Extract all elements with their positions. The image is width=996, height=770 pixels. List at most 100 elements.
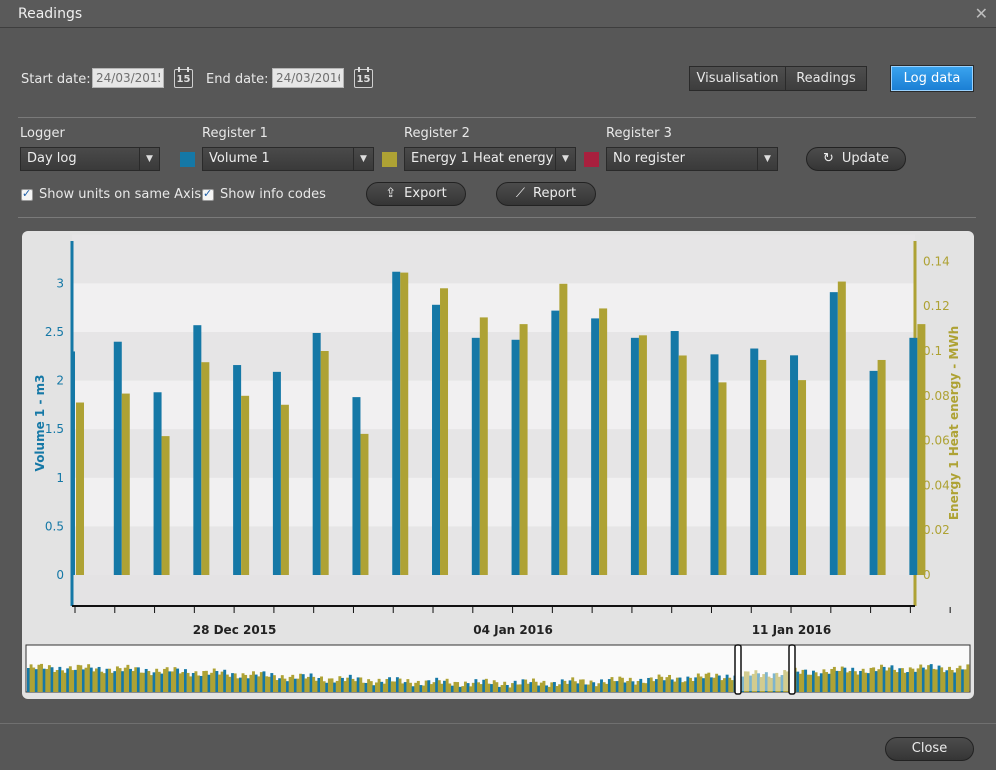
y-right-tick-label: 0.08: [923, 389, 950, 403]
navigator-bar: [932, 668, 936, 692]
tab-log-data[interactable]: Log data: [891, 66, 973, 91]
register-3-value: No register: [613, 151, 685, 166]
chevron-down-icon: ▼: [555, 148, 575, 170]
bar-energy: [638, 335, 647, 575]
navigator-bar: [118, 668, 122, 692]
navigator-bar: [87, 664, 91, 692]
navigator-bar: [482, 679, 486, 692]
navigator-bar: [367, 679, 371, 692]
bar-energy: [76, 402, 84, 575]
navigator-bar: [524, 679, 528, 692]
navigator-bar: [513, 680, 517, 692]
navigator-bar: [306, 676, 310, 692]
navigator-bar: [764, 672, 768, 692]
update-button[interactable]: ↻ Update: [806, 147, 906, 171]
navigator-bar: [573, 681, 577, 692]
navigator-bar: [890, 665, 894, 692]
navigator-bar: [953, 672, 957, 692]
navigator-right-handle[interactable]: [788, 644, 796, 695]
register-2-select[interactable]: Energy 1 Heat energy ▼: [404, 147, 576, 171]
navigator-bar: [689, 677, 692, 692]
bar-volume: [511, 339, 520, 575]
tab-visualisation[interactable]: Visualisation: [689, 66, 786, 91]
register-2-value: Energy 1 Heat energy: [411, 151, 554, 166]
navigator-bar: [846, 672, 849, 692]
tab-readings[interactable]: Readings: [785, 66, 867, 91]
navigator-bar: [762, 674, 766, 692]
grid-band: [72, 429, 915, 478]
navigator-bar: [566, 683, 569, 692]
navigator-bar: [301, 674, 305, 692]
navigator-bar: [571, 677, 575, 692]
navigator-bar: [440, 683, 444, 692]
navigator-bar: [558, 684, 562, 692]
navigator-bar: [479, 684, 483, 692]
navigator-bar: [84, 667, 88, 692]
logger-select[interactable]: Day log ▼: [20, 147, 160, 171]
refresh-icon: ↻: [823, 151, 834, 166]
x-tick-label: 11 Jan 2016: [752, 623, 832, 637]
calendar-icon[interactable]: 15: [174, 67, 193, 88]
navigator-bar: [317, 677, 321, 692]
end-date-input[interactable]: [272, 68, 344, 88]
navigator-bar: [838, 671, 842, 692]
navigator-bar: [869, 667, 873, 692]
export-button[interactable]: ⇪ Export: [366, 182, 466, 206]
navigator-bar: [448, 683, 452, 692]
navigator-bar: [874, 671, 878, 692]
bar-volume: [471, 337, 480, 575]
bar-volume: [869, 370, 878, 575]
calendar-icon[interactable]: 15: [354, 67, 373, 88]
navigator-bar: [223, 669, 227, 692]
navigator-bar: [427, 680, 431, 692]
navigator-bar: [817, 676, 821, 692]
navigator-bar: [139, 672, 143, 692]
grid-band: [72, 234, 915, 284]
navigator-bar: [937, 665, 941, 692]
navigator-bar: [801, 669, 805, 692]
navigator-bar: [207, 674, 211, 692]
navigator-bar: [503, 681, 507, 692]
navigator-bar: [325, 682, 329, 692]
same-axis-checkbox[interactable]: [21, 187, 33, 201]
navigator-bar: [458, 686, 462, 692]
y-left-tick-label: 3: [56, 276, 64, 290]
navigator-bar: [647, 677, 651, 692]
navigator-bar: [484, 678, 488, 692]
navigator-bar: [495, 682, 499, 692]
navigator-left-handle[interactable]: [734, 644, 742, 695]
navigator-bar: [270, 673, 274, 692]
navigator-bar: [238, 677, 242, 692]
navigator-bar: [97, 666, 101, 692]
navigator-bar: [934, 669, 938, 692]
close-icon[interactable]: ✕: [974, 4, 988, 23]
start-date-input[interactable]: [92, 68, 164, 88]
info-codes-checkbox[interactable]: [202, 187, 214, 201]
navigator-bar: [683, 681, 687, 692]
navigator-bar: [149, 675, 153, 692]
y-right-tick-label: 0.04: [923, 478, 950, 492]
navigator-bar: [79, 665, 83, 692]
same-axis-label: Show units on same Axis: [39, 187, 202, 202]
navigator-selection[interactable]: [738, 646, 794, 691]
navigator-bar: [419, 685, 423, 692]
navigator-bar: [252, 671, 255, 692]
navigator-bar: [115, 666, 119, 692]
navigator-bar: [832, 666, 836, 692]
navigator-bar: [529, 682, 533, 692]
navigator-bar: [579, 679, 583, 692]
navigator-bar: [746, 671, 750, 692]
navigator-bar: [176, 668, 180, 692]
navigator-bar: [675, 677, 679, 692]
navigator-bar: [743, 671, 747, 692]
navigator-bar: [197, 675, 200, 692]
register-3-select[interactable]: No register ▼: [606, 147, 778, 171]
bar-energy: [678, 355, 687, 575]
report-button[interactable]: ⟋ Report: [496, 182, 596, 206]
navigator-bar: [320, 676, 323, 692]
close-button[interactable]: Close: [885, 737, 974, 761]
navigator-bar: [361, 682, 365, 692]
navigator-bar: [398, 678, 402, 692]
y-right-tick-label: 0.06: [923, 434, 950, 448]
register-1-select[interactable]: Volume 1 ▼: [202, 147, 374, 171]
